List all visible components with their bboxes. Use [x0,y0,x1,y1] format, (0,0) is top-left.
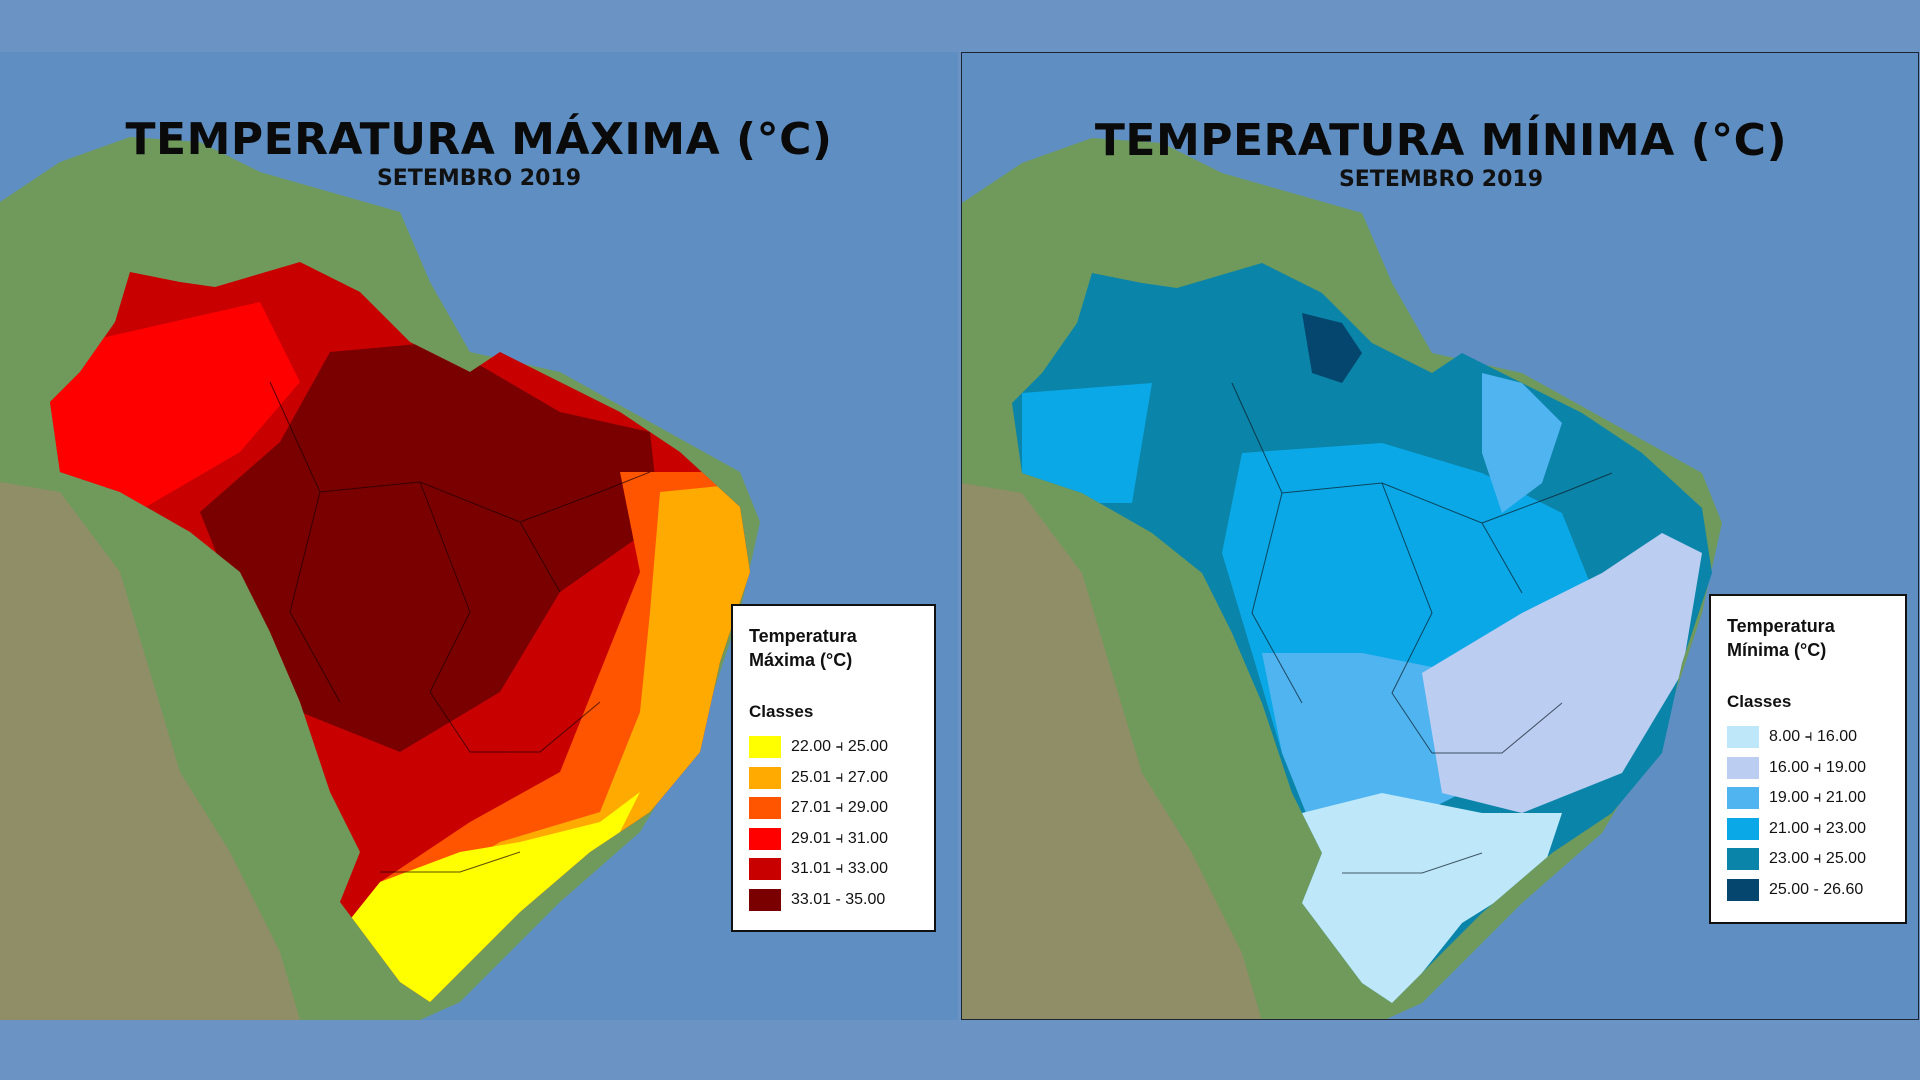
legend-class-label: 21.00 ⫞ 23.00 [1769,819,1866,837]
legend-class-row: 21.00 ⫞ 23.00 [1727,814,1889,845]
legend-color-swatch [749,766,781,789]
legend-title-line2: Máxima (°C) [749,650,853,670]
legend-title-line1: Temperatura [749,626,857,646]
legend-class-row: 25.00 - 26.60 [1727,875,1889,906]
legend-color-swatch [749,888,781,911]
legend-class-label: 33.01 - 35.00 [791,890,886,908]
legend-class-label: 25.01 ⫞ 27.00 [791,768,888,786]
map-subtitle: SETEMBRO 2019 [376,166,582,191]
legend-color-swatch [1727,878,1759,901]
legend-class-row: 23.00 ⫞ 25.00 [1727,844,1889,875]
max-temperature-zones [50,262,750,1002]
legend-class-row: 27.01 ⫞ 29.00 [749,793,918,824]
legend-class-list: 8.00 ⫞ 16.00 16.00 ⫞ 19.00 19.00 ⫞ 21.00 21… [1727,722,1889,905]
legend-class-label: 19.00 ⫞ 21.00 [1769,789,1866,807]
legend-class-row: 33.01 - 35.00 [749,885,918,916]
legend-color-swatch [749,797,781,820]
legend-class-label: 29.01 ⫞ 31.00 [791,829,888,847]
state-borders [1231,382,1613,874]
map-subtitle: SETEMBRO 2019 [1338,167,1544,192]
legend-class-label: 31.01 ⫞ 33.00 [791,860,888,878]
legend-class-row: 25.01 ⫞ 27.00 [749,763,918,794]
legend-color-swatch [1727,787,1759,810]
legend-color-swatch [749,858,781,881]
legend-class-label: 27.01 ⫞ 29.00 [791,799,888,817]
legend-class-row: 22.00 ⫞ 25.00 [749,732,918,763]
legend-color-swatch [749,736,781,759]
max-temperature-legend: Temperatura Máxima (°C) Classes 22.00 ⫞ … [731,604,936,932]
state-borders [269,381,651,873]
legend-class-row: 19.00 ⫞ 21.00 [1727,783,1889,814]
legend-class-row: 29.01 ⫞ 31.00 [749,824,918,855]
map-title: TEMPERATURA MÁXIMA (°C) [125,114,833,165]
legend-color-swatch [749,827,781,850]
legend-class-label: 22.00 ⫞ 25.00 [791,738,888,756]
legend-class-row: 31.01 ⫞ 33.00 [749,854,918,885]
legend-class-list: 22.00 ⫞ 25.00 25.01 ⫞ 27.00 27.01 ⫞ 29.00 2… [749,732,918,915]
legend-color-swatch [1727,756,1759,779]
legend-class-row: 16.00 ⫞ 19.00 [1727,753,1889,784]
legend-color-swatch [1727,848,1759,871]
legend-color-swatch [1727,817,1759,840]
andes-region [0,482,300,1020]
legend-title-line1: Temperatura [1727,616,1835,636]
max-temperature-map-panel: TEMPERATURA MÁXIMA (°C) SETEMBRO 2019 [0,52,958,1020]
legend-class-row: 8.00 ⫞ 16.00 [1727,722,1889,753]
legend-classes-label: Classes [1727,692,1792,711]
map-title: TEMPERATURA MÍNIMA (°C) [1094,115,1788,166]
legend-color-swatch [1727,726,1759,749]
legend-class-label: 25.00 - 26.60 [1769,880,1864,898]
max-temperature-map [0,52,958,1020]
legend-title-line2: Mínima (°C) [1727,640,1827,660]
min-temperature-legend: Temperatura Mínima (°C) Classes 8.00 ⫞ 1… [1709,594,1907,924]
legend-class-label: 23.00 ⫞ 25.00 [1769,850,1866,868]
legend-class-label: 8.00 ⫞ 16.00 [1769,728,1858,746]
legend-classes-label: Classes [749,702,814,721]
andes-region [962,483,1262,1019]
legend-class-label: 16.00 ⫞ 19.00 [1769,758,1866,776]
